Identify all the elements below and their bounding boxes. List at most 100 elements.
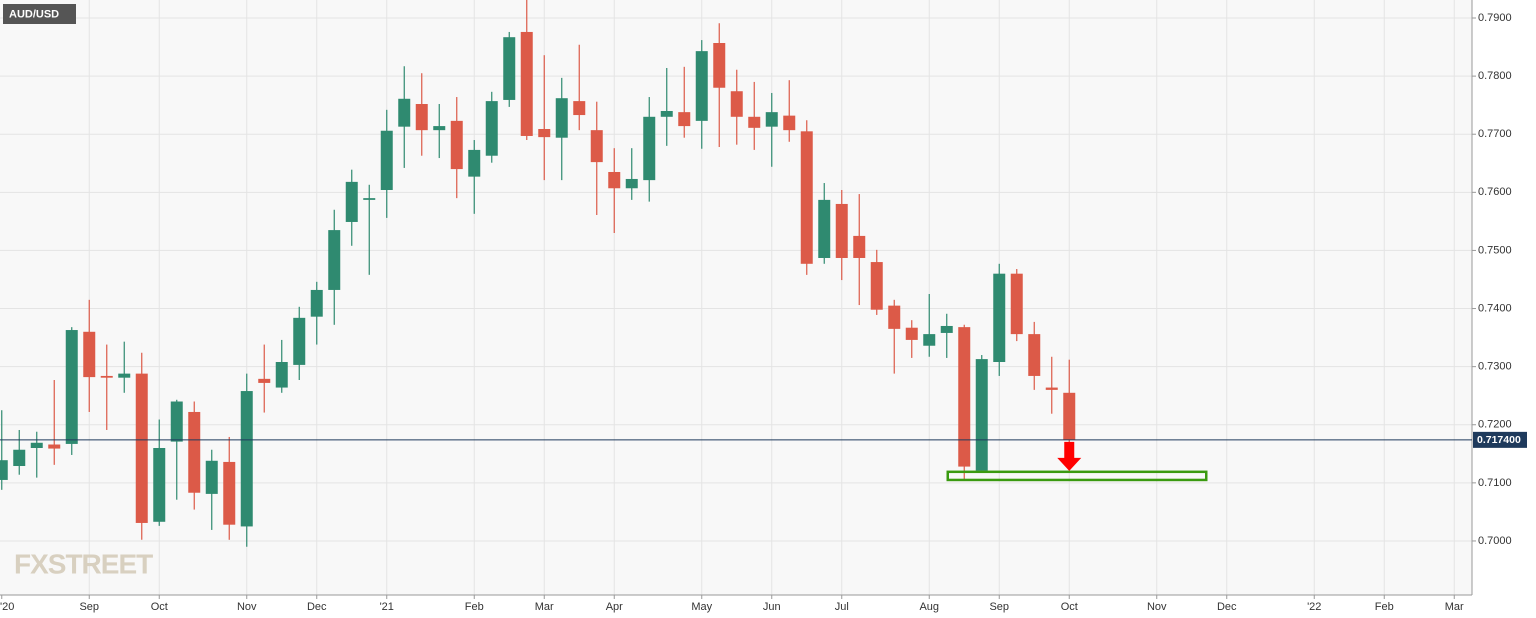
x-tick-label: Sep: [989, 601, 1009, 613]
y-tick-label: 0.7500: [1478, 244, 1512, 256]
candle-body: [433, 126, 446, 131]
candle-body: [923, 334, 936, 346]
candle-body: [188, 411, 201, 493]
y-tick-label: 0.7100: [1478, 477, 1512, 489]
candle-body: [678, 112, 691, 127]
candle-body: [1045, 387, 1058, 390]
candle-body: [363, 198, 376, 200]
support-zone: [946, 470, 1208, 482]
title-box: [3, 4, 76, 24]
last-price-label: 0.717400: [1477, 434, 1521, 446]
x-tick-label: Mar: [535, 601, 554, 613]
x-tick-label: '20: [0, 601, 14, 613]
x-tick-label: Oct: [151, 601, 168, 613]
x-tick-label: Jun: [763, 601, 781, 613]
y-tick-label: 0.7900: [1478, 12, 1512, 24]
x-tick-label: Dec: [307, 601, 327, 613]
candle-body: [345, 181, 358, 222]
candle-body: [608, 171, 621, 189]
candle-body: [818, 199, 831, 258]
y-tick-label: 0.7600: [1478, 186, 1512, 198]
y-tick-label: 0.7800: [1478, 70, 1512, 82]
candle-body: [205, 460, 218, 494]
candle-body: [153, 447, 166, 522]
x-tick-label: Nov: [1147, 601, 1167, 613]
y-tick-label: 0.7200: [1478, 419, 1512, 431]
candle-body: [415, 104, 428, 131]
candle-body: [468, 149, 481, 177]
candle-body: [0, 460, 8, 480]
x-tick-label: Nov: [237, 601, 257, 613]
x-tick-label: Apr: [606, 601, 623, 613]
x-tick-label: '22: [1307, 601, 1321, 613]
x-tick-label: Oct: [1061, 601, 1078, 613]
candle-body: [48, 444, 61, 449]
x-tick-label: Sep: [79, 601, 99, 613]
candle-body: [13, 449, 26, 467]
y-tick-label: 0.7300: [1478, 361, 1512, 373]
candle-body: [1028, 334, 1041, 376]
candle-body: [118, 373, 131, 378]
candle-body: [380, 130, 393, 191]
candle-body: [398, 98, 411, 127]
candle-body: [730, 91, 743, 117]
candle-body: [660, 110, 673, 117]
candle-body: [590, 130, 603, 163]
candle-body: [450, 120, 463, 170]
candle-body: [993, 273, 1006, 362]
candle-body: [503, 37, 516, 100]
candle-body: [100, 375, 113, 378]
candle-body: [905, 327, 918, 340]
candle-body: [258, 378, 271, 383]
y-tick-label: 0.7400: [1478, 302, 1512, 314]
candle-body: [625, 178, 638, 189]
plot-area: [0, 0, 1472, 595]
down-arrow: [1057, 441, 1082, 471]
candle-body: [643, 116, 656, 181]
candle-body: [940, 325, 953, 333]
chart-title: AUD/USD: [9, 8, 59, 20]
candle-body: [30, 442, 43, 448]
x-tick-label: Aug: [919, 601, 939, 613]
candle-body: [520, 31, 533, 136]
candle-body: [65, 330, 78, 444]
candle-body: [765, 112, 778, 127]
x-tick-label: Mar: [1445, 601, 1464, 613]
candle-body: [538, 128, 551, 138]
candle-body: [293, 317, 306, 365]
candle-body: [835, 203, 848, 258]
candle-body: [573, 101, 586, 116]
x-tick-label: Feb: [1375, 601, 1394, 613]
candles: [0, 0, 1076, 547]
candle-body: [748, 116, 761, 128]
candle-body: [135, 373, 148, 523]
watermark: FXSTREET: [14, 548, 153, 579]
x-tick-label: May: [691, 601, 712, 613]
candle-body: [223, 461, 236, 525]
candle-body: [240, 391, 253, 527]
last-price-tag: [1473, 431, 1527, 448]
candle-body: [888, 305, 901, 329]
candle-body: [1010, 273, 1023, 335]
x-tick-label: Jul: [835, 601, 849, 613]
x-tick-label: Dec: [1217, 601, 1237, 613]
candle-body: [853, 235, 866, 258]
candle-body: [555, 98, 568, 138]
y-tick-label: 0.7700: [1478, 128, 1512, 140]
candle-body: [328, 230, 341, 290]
candle-body: [1063, 392, 1076, 440]
candle-body: [800, 131, 813, 264]
candle-body: [170, 401, 183, 442]
candle-body: [713, 42, 726, 88]
candle-body: [83, 331, 96, 378]
x-tick-label: '21: [380, 601, 394, 613]
y-tick-label: 0.7000: [1478, 535, 1512, 547]
candle-body: [310, 289, 323, 317]
candle-body: [275, 361, 288, 388]
candle-body: [783, 115, 796, 131]
candle-body: [485, 101, 498, 156]
candle-body: [695, 51, 708, 121]
candle-body: [870, 262, 883, 310]
candle-body: [975, 359, 988, 471]
